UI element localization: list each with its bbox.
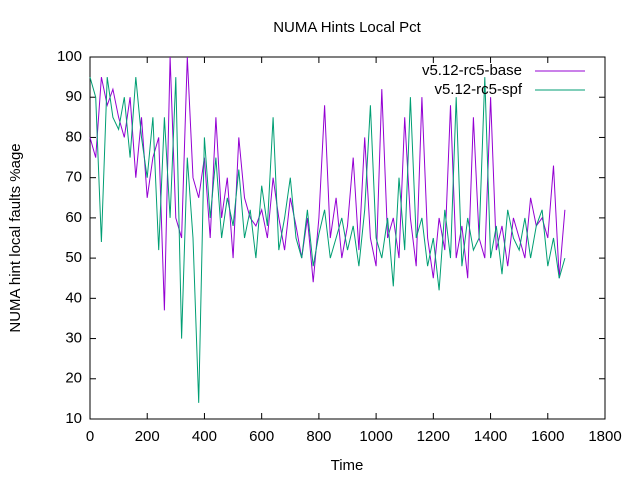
- x-tick-label: 800: [306, 428, 331, 445]
- y-tick-label: 10: [65, 410, 82, 427]
- y-tick-label: 100: [57, 48, 82, 65]
- series-line: [89, 56, 566, 311]
- y-tick-label: 20: [65, 370, 82, 387]
- x-tick-label: 600: [249, 428, 274, 445]
- chart-title: NUMA Hints Local Pct: [273, 19, 421, 36]
- x-tick-label: 1600: [531, 428, 564, 445]
- legend-label: v5.12-rc5-spf: [434, 81, 522, 98]
- y-tick-label: 60: [65, 209, 82, 226]
- y-tick-label: 30: [65, 330, 82, 347]
- x-tick-label: 1400: [474, 428, 507, 445]
- x-tick-label: 400: [192, 428, 217, 445]
- y-tick-label: 80: [65, 128, 82, 145]
- x-axis-label: Time: [331, 457, 364, 474]
- y-tick-label: 90: [65, 88, 82, 105]
- x-tick-label: 0: [86, 428, 94, 445]
- x-tick-label: 1000: [359, 428, 392, 445]
- x-tick-label: 1800: [588, 428, 621, 445]
- y-tick-label: 70: [65, 169, 82, 186]
- y-tick-label: 50: [65, 249, 82, 266]
- x-tick-label: 1200: [417, 428, 450, 445]
- y-tick-label: 40: [65, 289, 82, 306]
- plot-frame: [89, 56, 606, 420]
- x-tick-label: 200: [135, 428, 160, 445]
- legend-label: v5.12-rc5-base: [422, 62, 522, 79]
- y-axis-label: NUMA hint local faults %age: [7, 143, 24, 332]
- series-line: [89, 76, 566, 403]
